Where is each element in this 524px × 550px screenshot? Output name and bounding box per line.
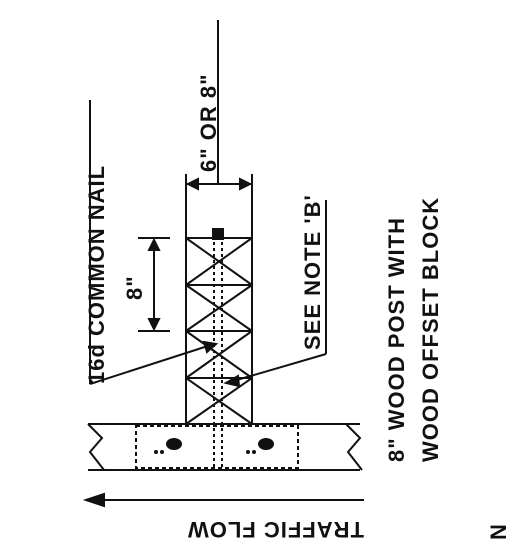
bolt-head [212,228,224,240]
note-label: SEE NOTE 'B' [300,194,325,350]
traffic-flow-arrow [82,492,364,508]
bolt-line [213,236,223,470]
post-description-line2: WOOD OFFSET BLOCK [418,197,443,462]
corner-glyph: N [486,523,511,540]
wood-post-assembly [185,237,253,425]
note-leader [223,200,327,388]
post-width-label: 8" [122,275,147,300]
spacing-dimension [185,20,253,238]
spacing-label: 6" OR 8" [196,73,221,172]
traffic-flow-label: TRAFFIC FLOW [187,517,364,542]
post-width-dimension [138,237,170,332]
rail-beam [87,423,363,471]
nail-label: 16d COMMON NAIL [84,165,109,384]
splice-bolts [154,438,274,454]
nail-leader [89,100,219,385]
post-description-line1: 8" WOOD POST WITH [384,217,409,462]
